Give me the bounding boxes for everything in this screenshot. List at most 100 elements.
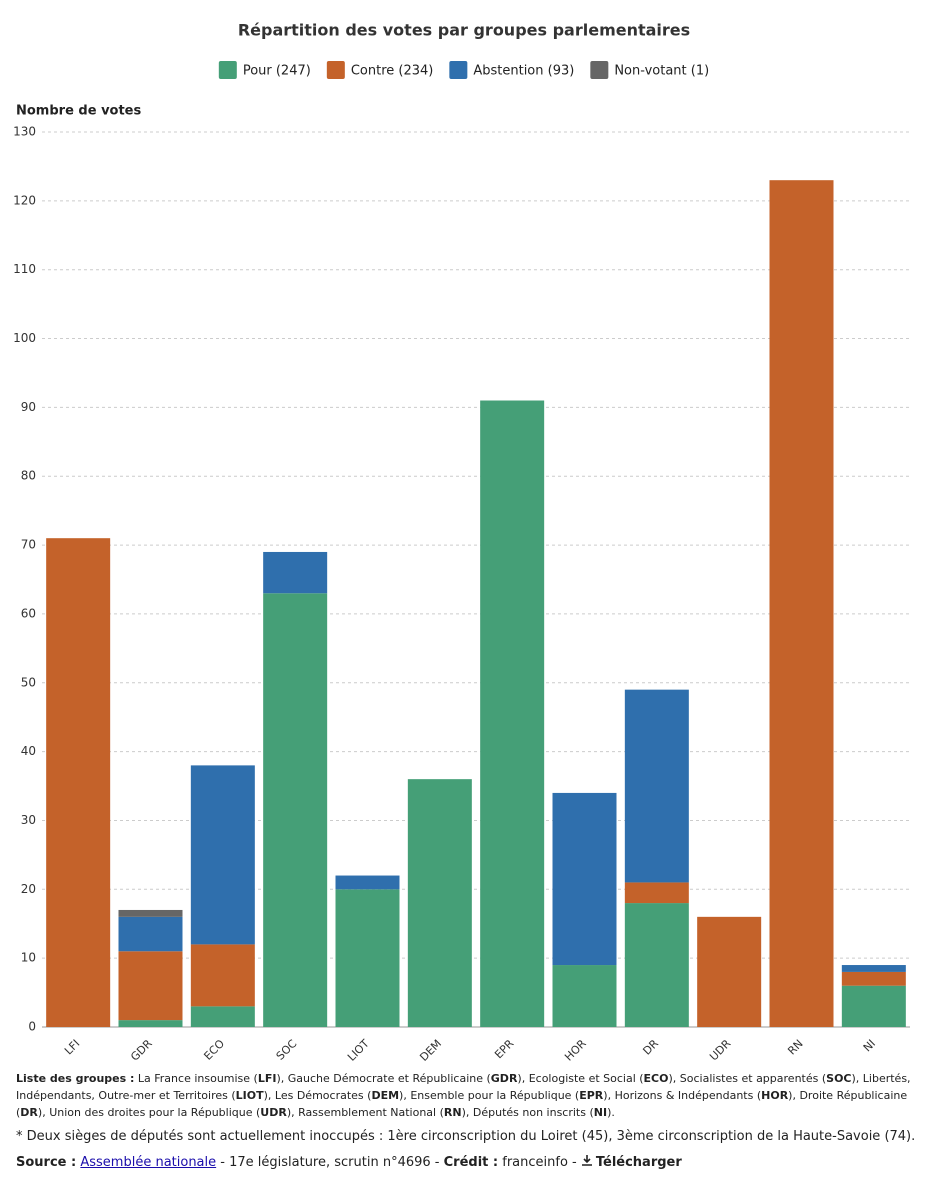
- y-tick-label: 110: [13, 262, 36, 276]
- y-tick-label: 0: [28, 1020, 36, 1034]
- text-segment: EPR: [579, 1089, 604, 1102]
- y-tick-label: 40: [21, 744, 36, 758]
- y-tick-label: 70: [21, 538, 36, 552]
- legend-swatch: [218, 61, 237, 79]
- legend-item: Pour (247): [218, 61, 311, 79]
- bar-segment: [624, 882, 689, 904]
- legend-swatch: [449, 61, 468, 79]
- legend-label: Pour (247): [243, 64, 311, 79]
- chart: Répartition des votes par groupes parlem…: [13, 21, 910, 1064]
- text-segment: ), Gauche Démocrate et Républicaine (: [276, 1072, 491, 1085]
- chart-title: Répartition des votes par groupes parlem…: [238, 21, 690, 40]
- text-segment: GDR: [490, 1072, 518, 1085]
- bar-segment: [769, 180, 834, 1027]
- download-label: Télécharger: [595, 1155, 682, 1170]
- text-segment: UDR: [260, 1106, 287, 1119]
- x-tick-label: UDR: [707, 1037, 734, 1064]
- text-segment: DEM: [371, 1089, 400, 1102]
- x-tick-label: NI: [861, 1037, 878, 1054]
- text-segment: ), Droite Républicaine (: [16, 1089, 911, 1119]
- note: * Deux sièges de députés sont actuelleme…: [16, 1129, 916, 1144]
- text-segment: DR: [20, 1106, 38, 1119]
- text-segment: HOR: [761, 1089, 789, 1102]
- y-tick-label: 50: [21, 675, 36, 689]
- x-tick-label: EPR: [492, 1037, 516, 1061]
- legend-swatch: [590, 61, 609, 79]
- text-segment: ).: [607, 1106, 615, 1119]
- bar-segment: [841, 971, 906, 986]
- bar-segment: [624, 689, 689, 883]
- footer: Liste des groupes : La France insoumise …: [16, 1070, 916, 1170]
- groups-list: Liste des groupes : La France insoumise …: [16, 1070, 916, 1121]
- bar-segment: [118, 909, 183, 917]
- y-tick-label: 90: [21, 400, 36, 414]
- text-segment: NI: [593, 1106, 608, 1119]
- y-tick-label: 30: [21, 813, 36, 827]
- text-segment: ), Ensemble pour la République (: [399, 1089, 580, 1102]
- text-segment: - 17e législature, scrutin n°4696 -: [216, 1155, 444, 1170]
- y-tick-label: 100: [13, 331, 36, 345]
- x-tick-label: HOR: [562, 1037, 589, 1064]
- text-segment: ), Libertés, Indépendants, Outre-mer et …: [16, 1072, 915, 1102]
- text-segment: franceinfo -: [498, 1155, 581, 1170]
- text-segment: ), Horizons & Indépendants (: [603, 1089, 762, 1102]
- legend-item: Non-votant (1): [590, 61, 709, 79]
- bar-segment: [624, 903, 689, 1027]
- bar-segment: [841, 985, 906, 1027]
- x-tick-label: DR: [640, 1037, 661, 1058]
- x-tick-label: GDR: [128, 1037, 155, 1064]
- bar-segment: [841, 965, 906, 972]
- text-segment: ), Union des droites pour la République …: [37, 1106, 261, 1119]
- text-segment: LIOT: [235, 1089, 264, 1102]
- legend-label: Contre (234): [351, 64, 434, 79]
- x-tick-label: LIOT: [345, 1037, 372, 1064]
- text-segment: Liste des groupes :: [16, 1072, 135, 1085]
- y-tick-label: 20: [21, 882, 36, 896]
- legend-item: Abstention (93): [449, 61, 574, 79]
- text-segment: LFI: [257, 1072, 277, 1085]
- legend-swatch: [326, 61, 345, 79]
- legend: Pour (247) Contre (234) Abstention (93) Non…: [218, 61, 709, 79]
- text-segment: ), Socialistes et apparentés (: [668, 1072, 827, 1085]
- bar-segment: [552, 965, 617, 1027]
- bar-segment: [552, 792, 617, 966]
- text-segment: RN: [443, 1106, 462, 1119]
- text-segment: ), Les Démocrates (: [263, 1089, 372, 1102]
- bar-segment: [190, 944, 255, 1007]
- text-segment: Crédit :: [443, 1155, 499, 1170]
- x-tick-label: SOC: [274, 1037, 300, 1063]
- bar-segment: [190, 765, 255, 945]
- text-segment: La France insoumise (: [134, 1072, 258, 1085]
- y-tick-label: 80: [21, 469, 36, 483]
- source-link[interactable]: Assemblée nationale: [80, 1155, 217, 1170]
- y-tick-label: 130: [13, 125, 36, 139]
- text-segment: ), Rassemblement National (: [286, 1106, 444, 1119]
- bar-segment: [190, 1006, 255, 1027]
- x-tick-label: DEM: [417, 1037, 444, 1064]
- text-segment: ), Ecologiste et Social (: [517, 1072, 644, 1085]
- y-axis-label: Nombre de votes: [16, 104, 142, 119]
- legend-label: Abstention (93): [473, 64, 574, 79]
- text-segment: Source :: [16, 1155, 77, 1170]
- text-segment: ECO: [643, 1072, 669, 1085]
- y-tick-label: 10: [21, 951, 36, 965]
- bar-segment: [407, 779, 472, 1027]
- download-icon: [581, 1155, 592, 1166]
- bar-segment: [335, 889, 400, 1027]
- bar-segment: [118, 1020, 183, 1027]
- legend-item: Contre (234): [326, 61, 434, 79]
- text-segment: SOC: [826, 1072, 852, 1085]
- x-tick-label: RN: [785, 1037, 805, 1057]
- legend-label: Non-votant (1): [614, 64, 709, 79]
- bar-segment: [480, 400, 545, 1027]
- x-tick-label: ECO: [201, 1037, 227, 1063]
- bar-segment: [263, 551, 328, 594]
- bar-segment: [118, 951, 183, 1021]
- bar-segment: [335, 875, 400, 890]
- bar-segment: [46, 538, 111, 1027]
- bar-segment: [118, 916, 183, 952]
- x-tick-label: LFI: [62, 1037, 82, 1057]
- y-tick-label: 60: [21, 606, 36, 620]
- download-link[interactable]: Télécharger: [581, 1155, 682, 1170]
